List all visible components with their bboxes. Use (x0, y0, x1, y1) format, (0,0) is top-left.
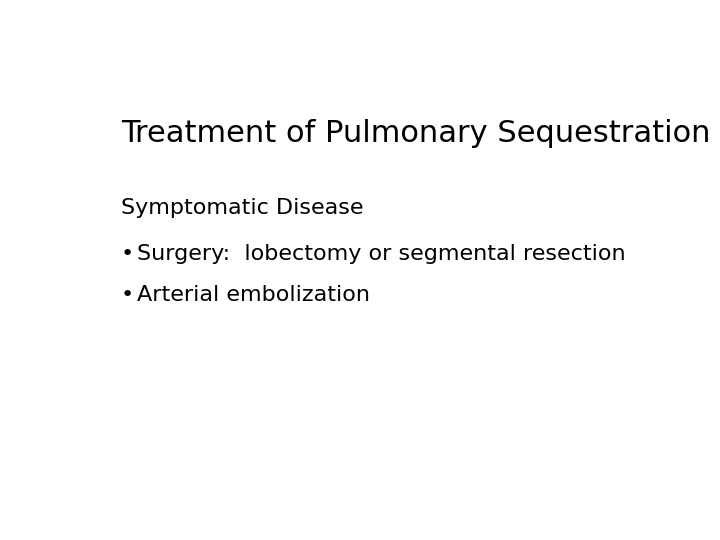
Text: Surgery:  lobectomy or segmental resection: Surgery: lobectomy or segmental resectio… (138, 244, 626, 264)
Text: •: • (121, 285, 134, 305)
Text: Arterial embolization: Arterial embolization (138, 285, 370, 305)
Text: •: • (121, 244, 134, 264)
Text: Symptomatic Disease: Symptomatic Disease (121, 198, 363, 218)
Text: Treatment of Pulmonary Sequestration: Treatment of Pulmonary Sequestration (121, 119, 710, 148)
